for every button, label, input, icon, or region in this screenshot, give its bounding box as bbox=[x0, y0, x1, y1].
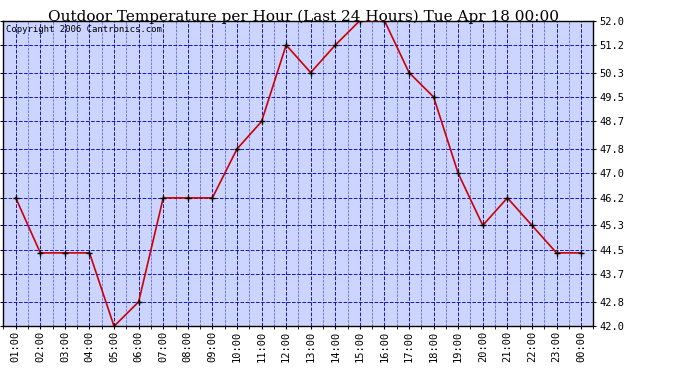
Text: Copyright 2006 Cantronics.com: Copyright 2006 Cantronics.com bbox=[6, 25, 162, 34]
Text: Outdoor Temperature per Hour (Last 24 Hours) Tue Apr 18 00:00: Outdoor Temperature per Hour (Last 24 Ho… bbox=[48, 9, 559, 24]
